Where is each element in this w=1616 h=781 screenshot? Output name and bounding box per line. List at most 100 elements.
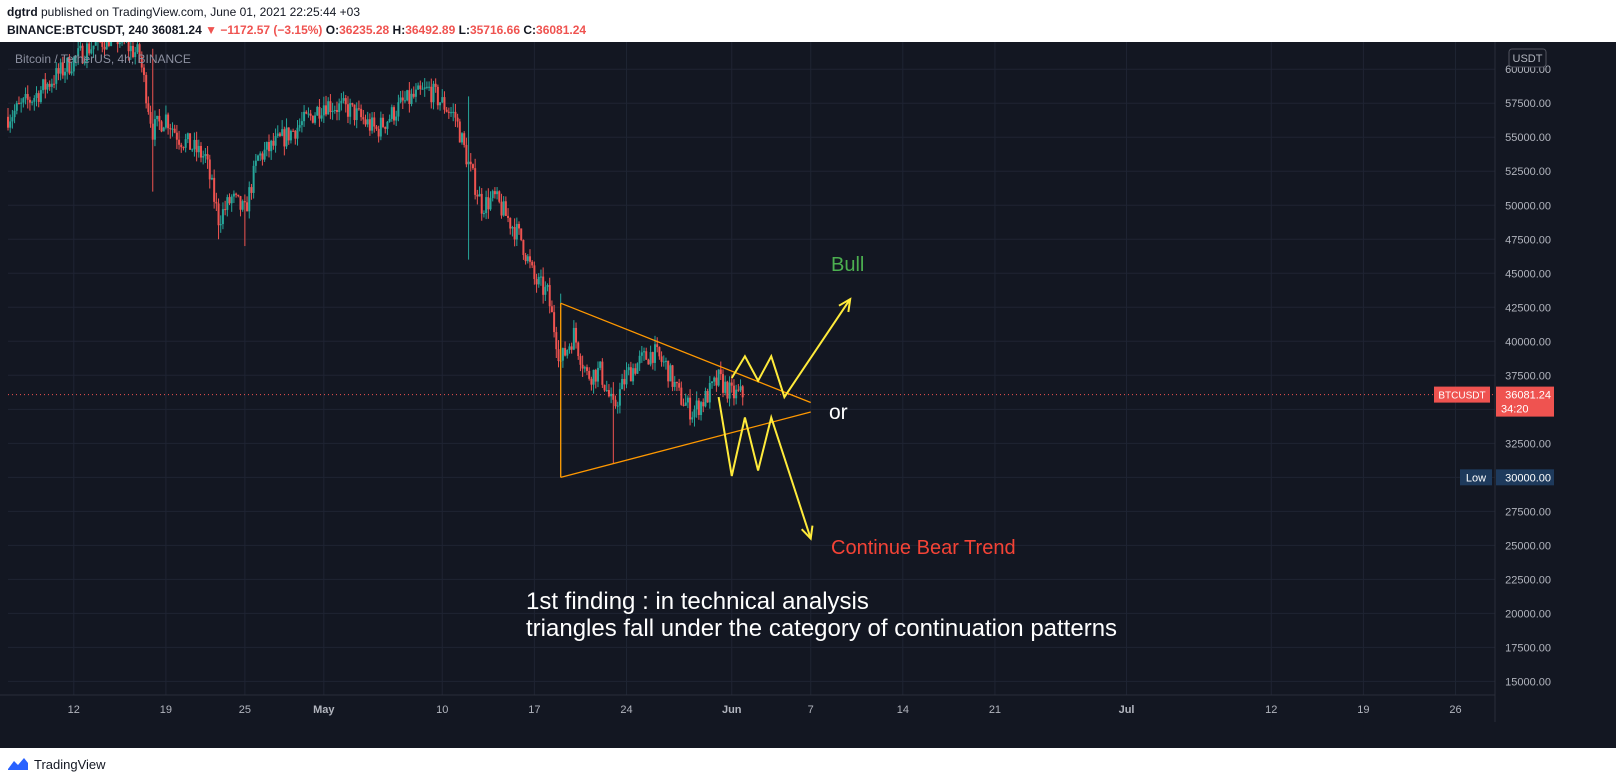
candle-body: [583, 367, 586, 369]
candle-body: [463, 133, 466, 145]
candle-body: [434, 83, 437, 87]
candle-body: [452, 111, 455, 113]
candle-body: [153, 119, 156, 140]
candle-body: [335, 110, 338, 112]
candle-body: [246, 202, 249, 212]
candle-body: [33, 97, 36, 102]
candle-body: [629, 367, 632, 382]
candle-body: [22, 98, 25, 103]
candle-body: [708, 383, 711, 403]
candle-body: [700, 402, 703, 415]
low-tag-bg: [1460, 469, 1492, 486]
candle-body: [66, 57, 69, 72]
candle-body: [480, 193, 483, 214]
date-tick-label: 21: [989, 704, 1001, 716]
candle-body: [294, 130, 297, 139]
currency-badge[interactable]: USDT: [1508, 48, 1547, 68]
candle-body: [735, 389, 738, 399]
candle-body: [340, 100, 343, 104]
candle-body: [386, 121, 389, 129]
candle-body: [217, 203, 220, 226]
price-chart[interactable]: Bull or Continue Bear Trend 1st finding : i…: [0, 18, 1616, 748]
candle-body: [191, 149, 194, 151]
candle-body: [724, 381, 727, 393]
candle-body: [272, 140, 275, 146]
close-value: 36081.24: [536, 23, 587, 37]
open-label: O:: [325, 23, 340, 37]
candle-body: [471, 164, 474, 169]
candle-body: [664, 360, 667, 362]
candle-body: [627, 367, 630, 371]
candle-body: [195, 139, 198, 153]
price-tick-label: 55000.00: [1505, 132, 1551, 144]
candle-body: [15, 103, 18, 111]
candle-body: [265, 142, 268, 150]
candle-body: [439, 102, 442, 106]
candle-body: [48, 83, 51, 87]
candle-body: [406, 90, 409, 101]
candle-body: [37, 93, 40, 102]
candle-body: [605, 390, 608, 392]
date-tick-label: 12: [1265, 704, 1277, 716]
candle-body: [193, 139, 196, 150]
candle-body: [634, 368, 637, 374]
candle-body: [342, 98, 345, 101]
candles: [7, 18, 744, 478]
candle-body: [421, 88, 424, 90]
price-axis[interactable]: 15000.00 17500.00 20000.00 22500.00 25000.00…: [1434, 42, 1554, 722]
candle-body: [300, 121, 303, 126]
chart-area[interactable]: Bull or Continue Bear Trend 1st finding : i…: [0, 18, 1616, 748]
candle-body: [285, 127, 288, 147]
candle-body: [436, 86, 439, 106]
candle-body: [224, 209, 227, 211]
candle-body: [410, 93, 413, 105]
symbol-label: BINANCE:BTCUSDT, 240: [7, 23, 149, 37]
candle-body: [215, 201, 218, 204]
candle-body: [680, 387, 683, 405]
candle-body: [445, 109, 448, 112]
drawings: Bull or Continue Bear Trend 1st finding : i…: [8, 254, 1495, 642]
candle-body: [616, 405, 619, 407]
candle-body: [408, 90, 411, 105]
candle-body: [566, 350, 569, 356]
candle-body: [577, 342, 580, 357]
brand-name[interactable]: TradingView: [34, 757, 106, 772]
candle-body: [164, 114, 167, 128]
candle-body: [353, 104, 356, 121]
candle-body: [228, 197, 231, 204]
candle-body: [355, 108, 358, 121]
candle-body: [401, 97, 404, 101]
candle-body: [327, 101, 330, 115]
candle-body: [522, 240, 525, 256]
candle-body: [151, 123, 154, 140]
candle-body: [645, 351, 648, 360]
candle-body: [478, 193, 481, 197]
chart-title: Bitcoin / TetherUS, 4h, BINANCE: [15, 52, 191, 66]
candle-body: [145, 74, 148, 104]
bull-projection-path: [730, 298, 852, 400]
candle-body: [349, 103, 352, 117]
currency-label: USDT: [1513, 53, 1543, 65]
tradingview-logo-icon[interactable]: [7, 757, 29, 771]
candle-body: [116, 27, 119, 45]
candle-body: [511, 227, 514, 229]
candle-body: [156, 115, 159, 120]
low-value-label: 30000.00: [1505, 472, 1551, 484]
date-tick-label: 17: [528, 704, 540, 716]
candle-body: [546, 285, 549, 287]
author-name[interactable]: dgtrd: [7, 5, 38, 19]
candle-body: [167, 114, 170, 129]
candle-body: [329, 101, 332, 113]
candle-body: [178, 139, 181, 145]
candle-body: [568, 346, 571, 351]
candle-body: [28, 99, 31, 103]
candle-body: [557, 349, 560, 361]
candle-body: [88, 43, 91, 54]
candle-body: [590, 378, 593, 385]
candle-body: [202, 156, 205, 158]
time-axis[interactable]: 12 19 25 May 10 17 24 Jun 7 14 21 Jul 12 19 26: [0, 694, 1495, 716]
candle-body: [697, 400, 700, 415]
candle-body: [467, 161, 470, 165]
price-tick-label: 52500.00: [1505, 166, 1551, 178]
candle-body: [653, 344, 656, 363]
